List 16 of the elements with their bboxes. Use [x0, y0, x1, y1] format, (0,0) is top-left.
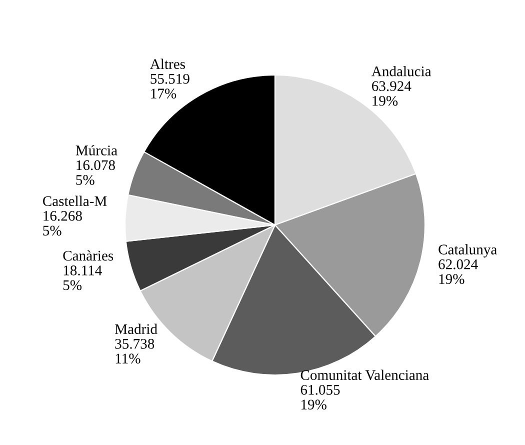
- data-label: 16.268 5%: [43, 210, 82, 236]
- slice-label: Canàries: [63, 250, 114, 261]
- slice-label: Andalucia: [372, 66, 432, 76]
- data-label: 18.114 5%: [63, 266, 102, 290]
- slice-label: Altres: [150, 58, 185, 70]
- slice-label: Comunitat Valenciana: [300, 370, 429, 380]
- slice-label: Castella-M: [42, 196, 107, 206]
- slice-label: Catalunya: [438, 244, 497, 258]
- data-label: 62.024 19%: [438, 259, 478, 284]
- slice-label: Madrid: [115, 324, 158, 334]
- data-label: 61.055 19%: [300, 384, 340, 410]
- data-label: 16.078 5%: [76, 160, 115, 185]
- slice-label: Múrcia: [76, 145, 118, 156]
- data-label: 63.924 19%: [372, 81, 412, 106]
- data-label: 35.738 11%: [115, 338, 154, 364]
- data-label: 55.519 17%: [150, 74, 190, 99]
